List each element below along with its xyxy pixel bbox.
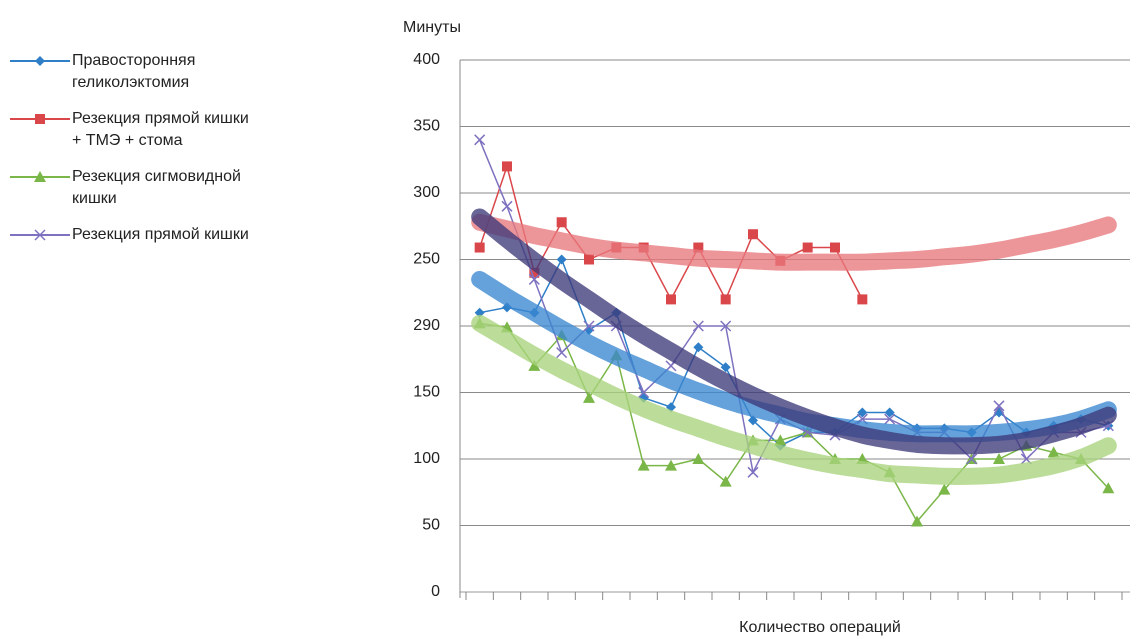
marker [830, 242, 840, 253]
legend-swatch [10, 114, 70, 124]
marker [693, 242, 704, 253]
legend-label: Резекция прямой кишки + ТМЭ + стома [72, 110, 249, 149]
legend-item: Резекция прямой кишки + ТМЭ + стома [8, 108, 288, 152]
marker [556, 217, 567, 228]
marker [802, 242, 813, 253]
y-tick-label: 350 [413, 118, 440, 135]
trend-line [471, 213, 1117, 271]
marker [665, 459, 677, 471]
legend-label: Резекция прямой кишки [72, 226, 249, 243]
legend-swatch [10, 229, 70, 241]
marker [774, 434, 787, 446]
legend-marker [35, 114, 45, 124]
marker [720, 362, 731, 373]
marker [748, 415, 758, 426]
marker [884, 407, 895, 418]
marker [884, 413, 896, 425]
marker [1047, 446, 1060, 458]
legend-item: Резекция прямой кишки [8, 224, 288, 246]
y-tick-label: 290 [413, 317, 440, 334]
y-tick-label: 50 [422, 517, 440, 534]
y-tick-label: 400 [413, 51, 440, 68]
marker [720, 294, 731, 305]
marker [692, 453, 705, 464]
marker [666, 294, 676, 305]
marker [911, 515, 923, 527]
marker [583, 391, 595, 403]
legend: Правосторонняя геликолэктомия Резекция пр… [8, 50, 288, 260]
marker [720, 320, 732, 332]
marker [719, 475, 732, 487]
marker [966, 453, 978, 465]
legend-label: Правосторонняя геликолэктомия [72, 52, 196, 91]
marker [638, 386, 650, 399]
legend-marker [34, 171, 46, 182]
marker [1102, 482, 1115, 494]
marker [474, 242, 485, 253]
marker [693, 342, 704, 353]
marker [502, 161, 512, 172]
y-tick-label: 300 [413, 184, 440, 201]
legend-marker [34, 229, 46, 241]
marker [583, 320, 595, 332]
marker [747, 466, 759, 478]
legend-marker [35, 56, 45, 66]
marker [584, 254, 594, 265]
legend-swatch [10, 56, 70, 66]
marker [748, 229, 758, 240]
marker [857, 294, 868, 305]
marker [938, 483, 951, 495]
y-tick-label: 150 [413, 384, 440, 401]
legend-label: Резекция сигмовидной кишки [72, 168, 241, 207]
trend-line [471, 314, 1117, 485]
marker [993, 400, 1005, 412]
marker [637, 459, 650, 471]
x-axis-label: Количество операций [739, 619, 901, 636]
y-axis-label: Минуты [403, 19, 461, 36]
marker [474, 134, 486, 146]
marker [993, 453, 1005, 464]
marker [528, 359, 541, 371]
marker [501, 200, 513, 212]
marker [857, 407, 868, 418]
legend-item: Правосторонняя геликолэктомия [8, 50, 288, 94]
y-tick-label: 100 [413, 450, 440, 467]
marker [529, 267, 540, 278]
marker [556, 347, 568, 359]
marker [528, 273, 540, 285]
y-tick-label: 0 [431, 583, 440, 600]
marker [474, 307, 485, 318]
marker [556, 254, 567, 265]
marker [692, 320, 704, 332]
legend-item: Резекция сигмовидной кишки [8, 166, 288, 210]
trend-line [471, 208, 1117, 455]
y-tick-label: 250 [413, 251, 440, 268]
legend-swatch [10, 171, 70, 182]
